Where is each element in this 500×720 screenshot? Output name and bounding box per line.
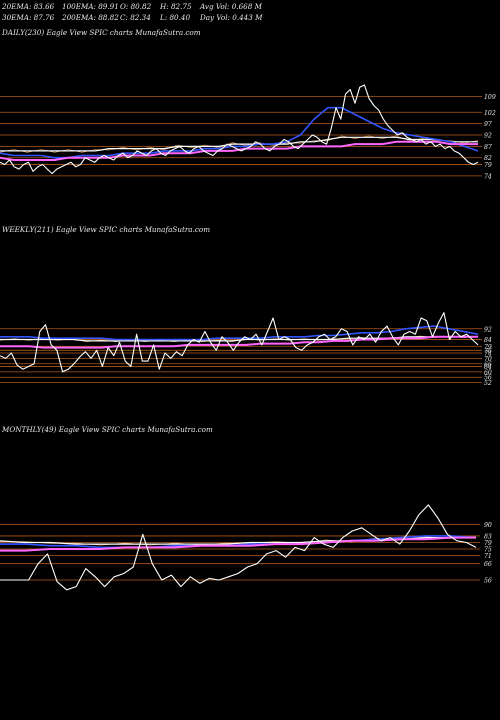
monthly-tick-label: 83 [484,533,492,540]
weekly-tick-label: 84 [484,337,492,344]
weekly-tick-label: 76 [484,348,492,355]
daily-tick-label: 102 [484,110,496,117]
weekly-tick-label: 70 [484,356,492,363]
monthly-panel-title: MONTHLY(49) Eagle View SPIC charts Munaf… [1,425,213,434]
weekly-tick-label: 56 [484,375,492,382]
stat-20ema: 20EMA: 83.66 [1,2,55,11]
daily-panel-title: DAILY(230) Eagle View SPIC charts Munafa… [1,28,201,37]
stat-high: H: 82.75 [159,2,192,11]
daily-ema-white-line [0,136,478,152]
daily-tick-label: 109 [484,94,496,101]
weekly-tick-label: 66 [484,361,492,368]
monthly-tick-label: 56 [484,578,492,585]
weekly-ema-blue-line [0,325,479,341]
monthly-tick-label: 75 [484,547,492,554]
weekly-tick-label: 64 [484,364,492,371]
daily-tick-label: 79 [484,162,492,169]
weekly-tick-label: 79 [484,344,492,351]
weekly-tick-label: 60 [484,369,492,376]
monthly-tick-label: 71 [484,553,492,560]
weekly-panel-title: WEEKLY(211) Eagle View SPIC charts Munaf… [2,225,210,234]
daily-tick-label: 92 [484,133,492,140]
weekly-tick-label: 74 [484,351,492,358]
daily-tick-label: 74 [484,173,492,180]
stat-day-vol: Day Vol: 0.443 M [199,13,263,22]
weekly-ema-pink-line [0,335,478,349]
stat-low: L: 80.40 [159,13,190,22]
weekly-tick-label: 92 [484,326,492,333]
stat-30ema: 30EMA: 87.76 [2,13,55,22]
stat-open: O: 80.82 [120,2,152,11]
stat-close: C: 82.34 [120,13,151,22]
daily-tick-label: 97 [484,121,492,128]
stat-avg-vol: Avg Vol: 0.668 M [199,2,263,11]
monthly-tick-label: 66 [484,561,492,568]
daily-price-line [0,84,479,175]
monthly-price-line [0,504,477,591]
daily-tick-label: 82 [484,155,492,162]
monthly-tick-label: 90 [484,522,492,529]
weekly-tick-label: 52 [484,380,492,387]
daily-tick-label: 87 [484,144,492,151]
daily-ema-blue-line [0,106,479,159]
header-stats: 20EMA: 83.66 100EMA: 89.91 O: 80.82 H: 8… [1,2,263,22]
weekly-price-line [0,312,479,373]
monthly-ema-pink-line [0,536,476,552]
monthly-tick-label: 79 [484,540,492,547]
stat-100ema: 100EMA: 89.91 [62,2,119,11]
stat-200ema: 200EMA: 88.82 [61,13,119,22]
